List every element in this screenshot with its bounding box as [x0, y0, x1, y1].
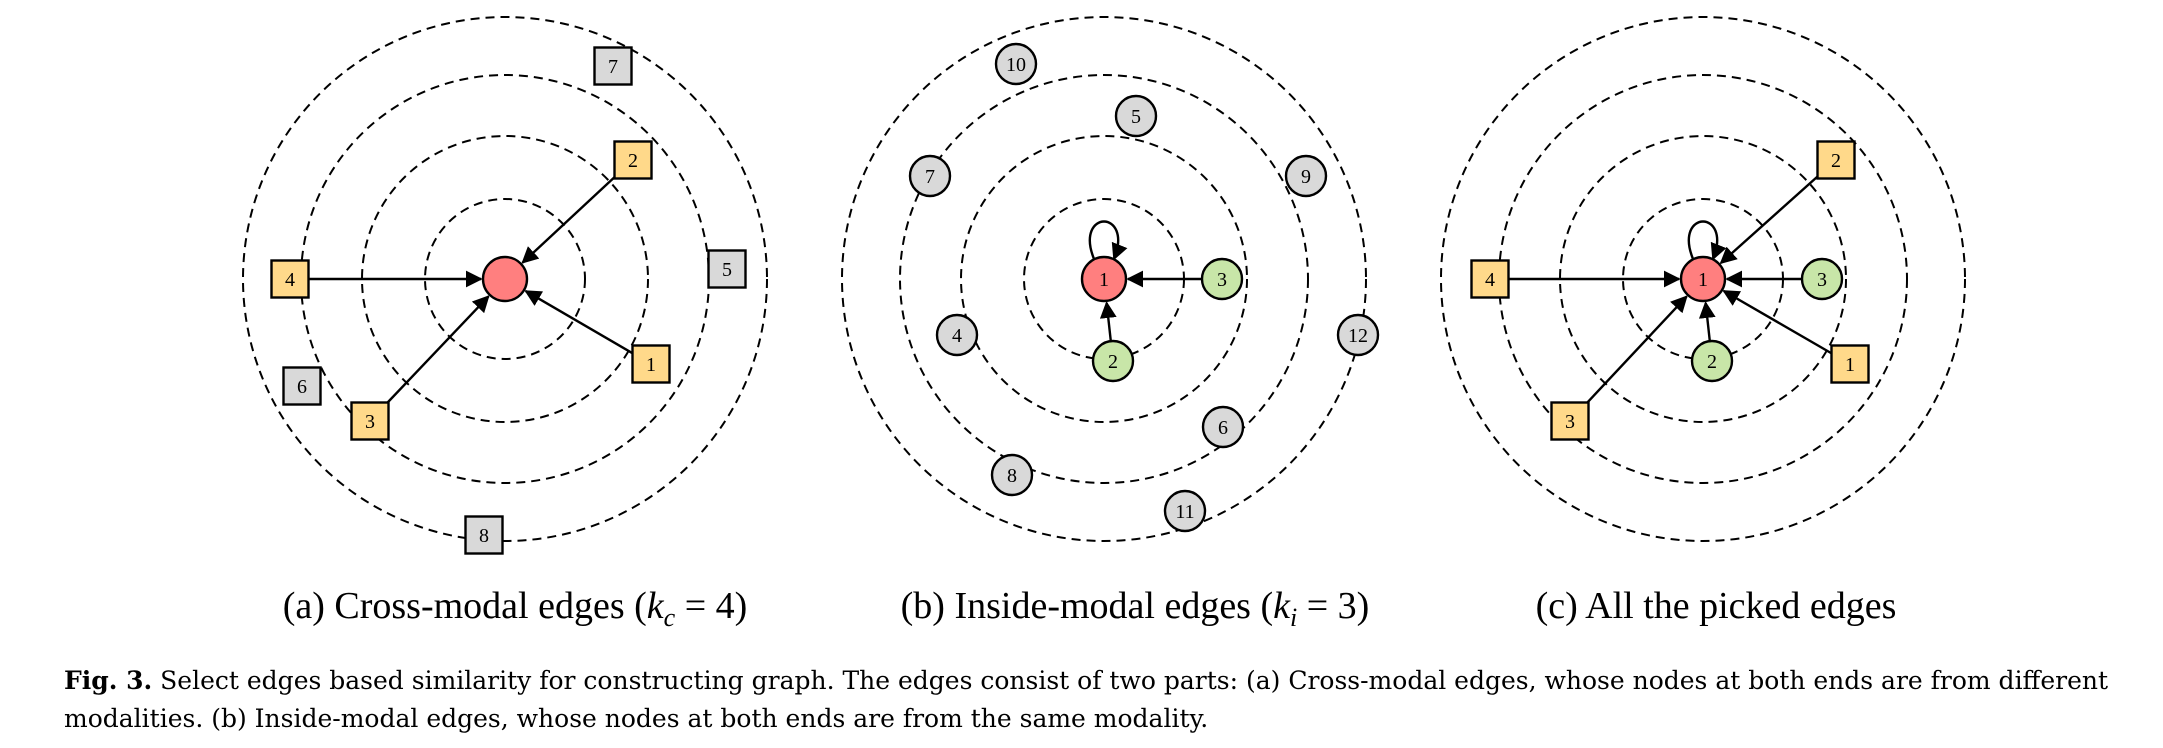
edge-cross_modal-2: [1719, 172, 1823, 265]
ring-3: [1498, 74, 1908, 484]
circle-node-8-label: 8: [1007, 465, 1017, 487]
square-node-4: [1470, 259, 1510, 299]
edge-cross_modal-3: [382, 295, 490, 408]
ring-1: [424, 198, 586, 360]
subcaption-b: (b) Inside-modal edges (ki = 3): [901, 585, 1370, 632]
subcaption-c: (c) All the picked edges: [1536, 585, 1897, 627]
circle-node-11-label: 11: [1175, 501, 1194, 523]
circle-node-10-label: 10: [1006, 54, 1026, 76]
circle-node-2-label: 2: [1707, 351, 1717, 373]
figure-caption: Fig. 3. Select edges based similarity fo…: [64, 662, 2154, 738]
circle-node-2-label: 2: [1108, 351, 1118, 373]
center-node: [1080, 255, 1128, 303]
center-node: [481, 255, 529, 303]
square-node-2: [1816, 140, 1856, 180]
square-node-5-label: 5: [722, 259, 732, 281]
circle-node-9: [1284, 154, 1328, 198]
circle-node-3: [1800, 257, 1844, 301]
square-node-3: [350, 401, 390, 441]
circle-node-12: [1336, 313, 1380, 357]
square-node-8: [464, 515, 504, 555]
edge-cross_modal-3: [1582, 295, 1688, 408]
center-node-label: 1: [1698, 269, 1708, 291]
square-node-7-label: 7: [608, 56, 618, 78]
center-node-label: 1: [1099, 269, 1109, 291]
square-node-3-label: 3: [1565, 411, 1575, 433]
circle-node-4-label: 4: [952, 325, 962, 347]
square-node-1-label: 1: [1845, 354, 1855, 376]
self-loop-edge: [1687, 220, 1727, 261]
edge-cross_modal-1: [524, 290, 635, 356]
circle-node-4: [935, 313, 979, 357]
square-node-4-label: 4: [1485, 269, 1495, 291]
circle-node-7-label: 7: [925, 166, 935, 188]
circle-node-9-label: 9: [1301, 166, 1311, 188]
panel-inside-modal: 1 10 5 7 9 3 4 2 12 6 8 11: [841, 16, 1380, 542]
circle-node-8: [990, 453, 1034, 497]
caption-text: Select edges based similarity for constr…: [64, 666, 2109, 733]
square-node-8-label: 8: [479, 525, 489, 547]
circle-node-6-label: 6: [1218, 417, 1228, 439]
center-node: [1679, 255, 1727, 303]
self-loop-edge: [1088, 220, 1128, 261]
ring-2: [361, 135, 649, 423]
circle-node-2: [1690, 339, 1734, 383]
edge-cross_modal-2: [521, 172, 620, 264]
circle-node-6: [1201, 405, 1245, 449]
square-node-1: [631, 344, 671, 384]
square-node-5: [707, 249, 747, 289]
square-node-2-label: 2: [1831, 150, 1841, 172]
circle-node-3: [1200, 257, 1244, 301]
panel-all-edges: 1 2 4 3 2 1 3: [1440, 16, 1966, 542]
ring-4: [1440, 16, 1966, 542]
square-node-6: [282, 366, 322, 406]
square-node-4-label: 4: [285, 269, 295, 291]
circle-node-5-label: 5: [1131, 106, 1141, 128]
edge-cross_modal-1: [1722, 289, 1834, 356]
ring-2: [1559, 135, 1847, 423]
circle-node-11: [1163, 489, 1207, 533]
circle-node-2: [1091, 339, 1135, 383]
square-node-3-label: 3: [365, 411, 375, 433]
circle-node-12-label: 12: [1348, 325, 1368, 347]
circle-node-3-label: 3: [1817, 269, 1827, 291]
panel-cross-modal: 7 2 5 4 1 6 3 8: [242, 16, 768, 555]
square-node-2-label: 2: [628, 150, 638, 172]
edge-inside_modal-2: [1099, 301, 1117, 341]
circle-node-3-label: 3: [1217, 269, 1227, 291]
circle-node-7: [908, 154, 952, 198]
ring-2: [960, 135, 1248, 423]
circle-node-10: [994, 42, 1038, 86]
ring-3: [899, 74, 1309, 484]
square-node-2: [613, 140, 653, 180]
edge-inside_modal-2: [1698, 301, 1716, 341]
ring-4: [841, 16, 1367, 542]
subcaption-a: (a) Cross-modal edges (kc = 4): [283, 585, 748, 632]
square-node-1: [1830, 344, 1870, 384]
circle-node-5: [1114, 94, 1158, 138]
square-node-3: [1550, 401, 1590, 441]
caption-label: Fig. 3.: [64, 666, 153, 695]
ring-4: [242, 16, 768, 542]
square-node-1-label: 1: [646, 354, 656, 376]
square-node-4: [270, 259, 310, 299]
square-node-6-label: 6: [297, 376, 307, 398]
square-node-7: [593, 46, 633, 86]
